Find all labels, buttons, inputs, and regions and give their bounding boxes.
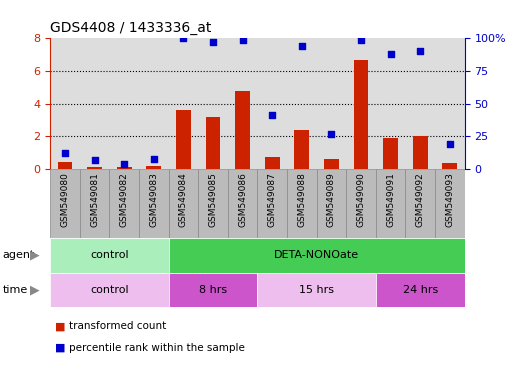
Bar xyxy=(87,167,102,169)
Bar xyxy=(324,159,339,169)
Text: time: time xyxy=(3,285,28,295)
Bar xyxy=(176,110,191,169)
Text: GSM549084: GSM549084 xyxy=(179,172,188,227)
Text: DETA-NONOate: DETA-NONOate xyxy=(274,250,359,260)
Bar xyxy=(258,273,376,307)
Text: GSM549093: GSM549093 xyxy=(445,172,454,227)
Bar xyxy=(168,273,258,307)
Text: GSM549085: GSM549085 xyxy=(209,172,218,227)
Bar xyxy=(406,169,435,238)
Text: GSM549092: GSM549092 xyxy=(416,172,425,227)
Bar xyxy=(295,130,309,169)
Point xyxy=(357,36,365,43)
Text: GSM549089: GSM549089 xyxy=(327,172,336,227)
Point xyxy=(149,156,158,162)
Bar xyxy=(58,162,72,169)
Text: GDS4408 / 1433336_at: GDS4408 / 1433336_at xyxy=(50,21,212,35)
Text: GSM549082: GSM549082 xyxy=(120,172,129,227)
Point xyxy=(268,113,277,119)
Bar xyxy=(205,117,220,169)
Text: transformed count: transformed count xyxy=(69,321,166,331)
Text: ■: ■ xyxy=(55,321,66,331)
Text: GSM549090: GSM549090 xyxy=(356,172,365,227)
Point xyxy=(238,36,247,43)
Text: agent: agent xyxy=(3,250,35,260)
Bar xyxy=(168,169,198,238)
Bar xyxy=(413,136,428,169)
Point xyxy=(446,141,454,147)
Point xyxy=(327,131,336,137)
Bar xyxy=(376,273,465,307)
Bar xyxy=(235,91,250,169)
Text: GSM549083: GSM549083 xyxy=(149,172,158,227)
Point xyxy=(298,43,306,49)
Text: control: control xyxy=(90,250,129,260)
Point xyxy=(209,39,217,45)
Bar xyxy=(317,169,346,238)
Bar xyxy=(50,273,168,307)
Bar xyxy=(354,60,369,169)
Text: ▶: ▶ xyxy=(30,249,40,262)
Text: GSM549087: GSM549087 xyxy=(268,172,277,227)
Bar xyxy=(80,169,109,238)
Point xyxy=(179,35,187,41)
Text: GSM549091: GSM549091 xyxy=(386,172,395,227)
Bar xyxy=(168,238,465,273)
Bar xyxy=(198,169,228,238)
Text: 24 hrs: 24 hrs xyxy=(403,285,438,295)
Bar xyxy=(383,138,398,169)
Text: 15 hrs: 15 hrs xyxy=(299,285,334,295)
Bar xyxy=(258,169,287,238)
Bar xyxy=(50,238,168,273)
Text: GSM549088: GSM549088 xyxy=(297,172,306,227)
Point xyxy=(386,51,395,57)
Text: GSM549080: GSM549080 xyxy=(61,172,70,227)
Text: percentile rank within the sample: percentile rank within the sample xyxy=(69,343,244,353)
Point xyxy=(120,161,128,167)
Point xyxy=(61,150,69,156)
Text: ▶: ▶ xyxy=(30,283,40,296)
Text: GSM549086: GSM549086 xyxy=(238,172,247,227)
Point xyxy=(416,48,425,55)
Bar xyxy=(117,167,131,169)
Text: control: control xyxy=(90,285,129,295)
Text: ■: ■ xyxy=(55,343,66,353)
Bar xyxy=(146,166,161,169)
Point xyxy=(90,157,99,163)
Bar xyxy=(435,169,465,238)
Bar xyxy=(109,169,139,238)
Bar xyxy=(50,169,80,238)
Bar xyxy=(287,169,317,238)
Bar xyxy=(442,163,457,169)
Text: 8 hrs: 8 hrs xyxy=(199,285,227,295)
Bar xyxy=(139,169,168,238)
Text: GSM549081: GSM549081 xyxy=(90,172,99,227)
Bar xyxy=(376,169,406,238)
Bar xyxy=(265,157,280,169)
Bar xyxy=(228,169,258,238)
Bar xyxy=(346,169,376,238)
